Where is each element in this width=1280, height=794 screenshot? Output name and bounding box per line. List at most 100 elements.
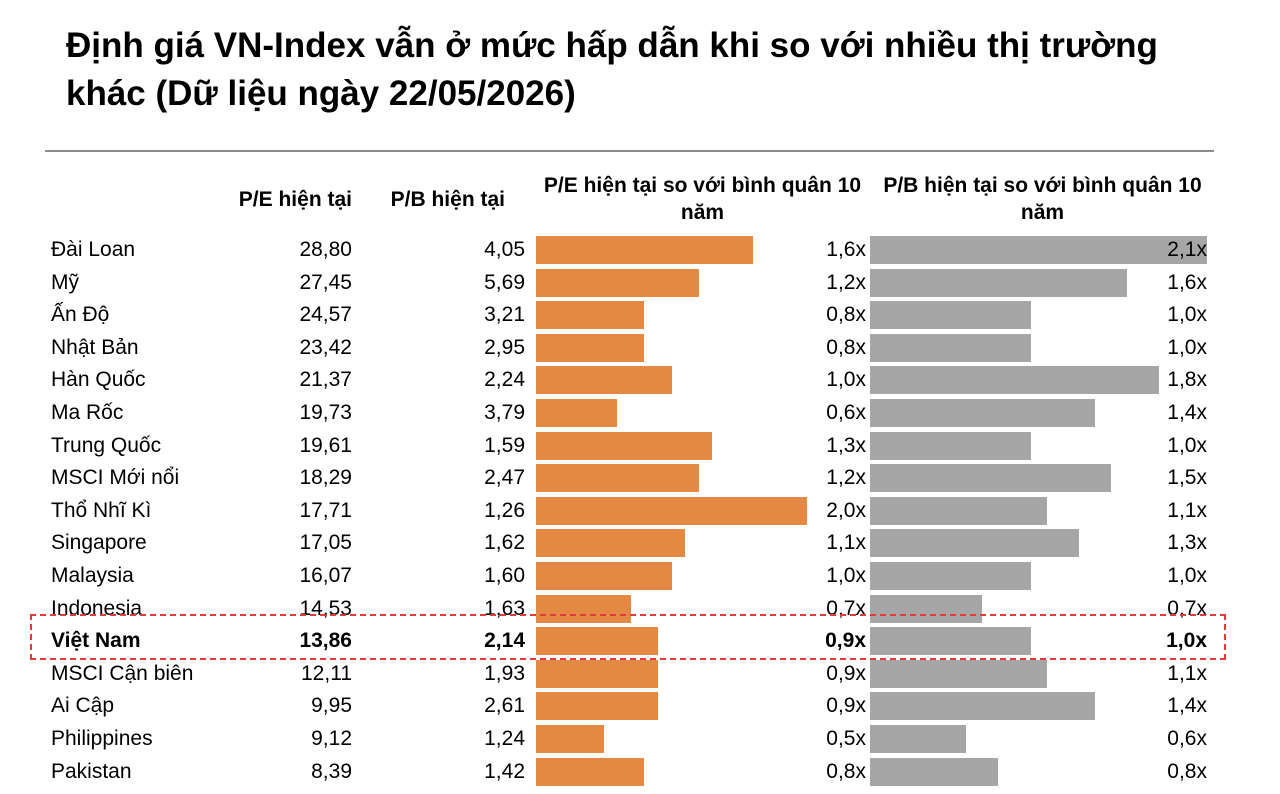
pb-ratio-bar: [870, 529, 1079, 558]
header-pb: P/B hiện tại: [390, 188, 505, 211]
pb-ratio-bar: [870, 757, 998, 786]
header-pe: P/E hiện tại: [238, 188, 352, 211]
pb-value: 3,21: [484, 303, 525, 327]
pb-ratio-bar: [870, 431, 1031, 460]
pe-ratio-bar: [536, 464, 699, 493]
pb-value: 4,05: [484, 238, 525, 261]
pe-value: 19,73: [299, 401, 352, 424]
market-label: Mỹ: [51, 270, 79, 294]
pb-ratio-bar: [870, 627, 1031, 656]
pe-value: 8,39: [311, 759, 352, 783]
pb-ratio-label: 1,1x: [1167, 661, 1207, 685]
pb-value: 1,60: [484, 564, 525, 587]
pb-ratio-label: 1,0x: [1167, 335, 1207, 359]
pe-ratio-label: 1,0x: [826, 368, 866, 392]
pb-value: 1,24: [484, 727, 525, 750]
table-row: Ấn Độ 24,57 3,21 0,8x 1,0x: [0, 299, 1280, 331]
pb-ratio-bar: [870, 725, 966, 753]
market-label: Thổ Nhĩ Kì: [51, 498, 152, 522]
pe-ratio-bar: [536, 692, 658, 721]
table-row: MSCI Mới nổi 18,29 2,47 1,2x 1,5x: [0, 462, 1280, 494]
pb-value: 1,26: [484, 498, 525, 522]
pb-ratio-label: 1,0x: [1167, 564, 1207, 587]
pe-ratio-label: 1,3x: [826, 433, 866, 457]
market-label: Malaysia: [51, 564, 134, 587]
market-label: Ai Cập: [51, 694, 115, 718]
pe-ratio-label: 1,2x: [826, 466, 866, 490]
pb-ratio-bar: [870, 301, 1031, 330]
pe-ratio-bar: [536, 594, 631, 623]
market-label: Ma Rốc: [51, 401, 124, 424]
pb-ratio-label: 2,1x: [1167, 238, 1207, 261]
pb-ratio-label: 1,3x: [1167, 531, 1207, 555]
pe-ratio-label: 0,8x: [826, 759, 866, 783]
table-row: Philippines 9,12 1,24 0,5x 0,6x: [0, 723, 1280, 755]
pb-ratio-bar: [870, 659, 1047, 688]
pb-ratio-bar: [870, 692, 1095, 721]
pb-ratio-label: 0,7x: [1167, 596, 1207, 620]
pe-ratio-bar: [536, 627, 658, 656]
market-label: Việt Nam: [51, 629, 141, 653]
pb-ratio-bar: [870, 562, 1031, 590]
market-label: Ấn Độ: [51, 303, 110, 327]
pe-ratio-bar: [536, 725, 604, 753]
table-row: Việt Nam 13,86 2,14 0,9x 1,0x: [0, 625, 1280, 657]
table-row: Indonesia 14,53 1,63 0,7x 0,7x: [0, 593, 1280, 625]
pe-ratio-bar: [536, 366, 672, 395]
pe-value: 9,12: [311, 727, 352, 750]
pb-value: 2,47: [484, 466, 525, 490]
pb-value: 1,93: [484, 661, 525, 685]
pb-value: 2,14: [484, 629, 525, 653]
pb-value: 2,95: [484, 335, 525, 359]
pe-ratio-label: 2,0x: [826, 498, 866, 522]
market-label: Đài Loan: [51, 238, 136, 261]
pb-ratio-label: 0,8x: [1167, 759, 1207, 783]
pe-ratio-bar: [536, 236, 753, 264]
header-pb-ratio: P/B hiện tại so với bình quân 10 năm: [883, 174, 1202, 224]
pb-ratio-label: 1,8x: [1167, 368, 1207, 392]
pe-value: 23,42: [299, 335, 352, 359]
market-label: Singapore: [51, 531, 147, 555]
pe-value: 9,95: [311, 694, 352, 718]
pe-value: 19,61: [299, 433, 352, 457]
pb-value: 3,79: [484, 401, 525, 424]
pe-ratio-label: 1,6x: [826, 238, 866, 261]
pe-value: 27,45: [299, 270, 352, 294]
table-row: Trung Quốc 19,61 1,59 1,3x 1,0x: [0, 430, 1280, 462]
pb-value: 2,61: [484, 694, 525, 718]
pe-value: 24,57: [299, 303, 352, 327]
pb-ratio-bar: [870, 594, 982, 623]
pe-ratio-bar: [536, 431, 712, 460]
pb-ratio-label: 1,1x: [1167, 498, 1207, 522]
market-label: Pakistan: [51, 759, 132, 783]
pb-ratio-bar: [870, 399, 1095, 427]
chart-title: Định giá VN-Index vẫn ở mức hấp dẫn khi …: [66, 26, 1158, 113]
pe-ratio-bar: [536, 496, 807, 525]
pb-ratio-bar: [870, 236, 1207, 264]
market-label: Hàn Quốc: [51, 368, 146, 392]
pb-ratio-bar: [870, 366, 1159, 395]
market-label: Trung Quốc: [51, 433, 162, 457]
pb-ratio-label: 1,4x: [1167, 401, 1207, 424]
pe-ratio-label: 0,5x: [826, 727, 866, 750]
market-label: Philippines: [51, 727, 153, 750]
pe-ratio-bar: [536, 562, 672, 590]
market-label: Indonesia: [51, 596, 143, 620]
table-row: Malaysia 16,07 1,60 1,0x 1,0x: [0, 560, 1280, 592]
pe-value: 13,86: [299, 629, 352, 653]
pe-ratio-bar: [536, 333, 644, 362]
vietnam-highlight-box: [30, 614, 1226, 660]
pb-ratio-label: 1,6x: [1167, 270, 1207, 294]
pb-ratio-bar: [870, 333, 1031, 362]
pe-value: 17,05: [299, 531, 352, 555]
pe-ratio-bar: [536, 529, 685, 558]
pb-ratio-bar: [870, 464, 1111, 493]
pb-ratio-label: 1,5x: [1167, 466, 1207, 490]
pe-ratio-label: 1,0x: [826, 564, 866, 587]
pb-value: 1,63: [484, 596, 525, 620]
pb-value: 5,69: [484, 270, 525, 294]
pb-ratio-bar: [870, 268, 1127, 297]
pe-ratio-bar: [536, 757, 644, 786]
pe-value: 17,71: [299, 498, 352, 522]
pe-ratio-label: 0,7x: [826, 596, 866, 620]
